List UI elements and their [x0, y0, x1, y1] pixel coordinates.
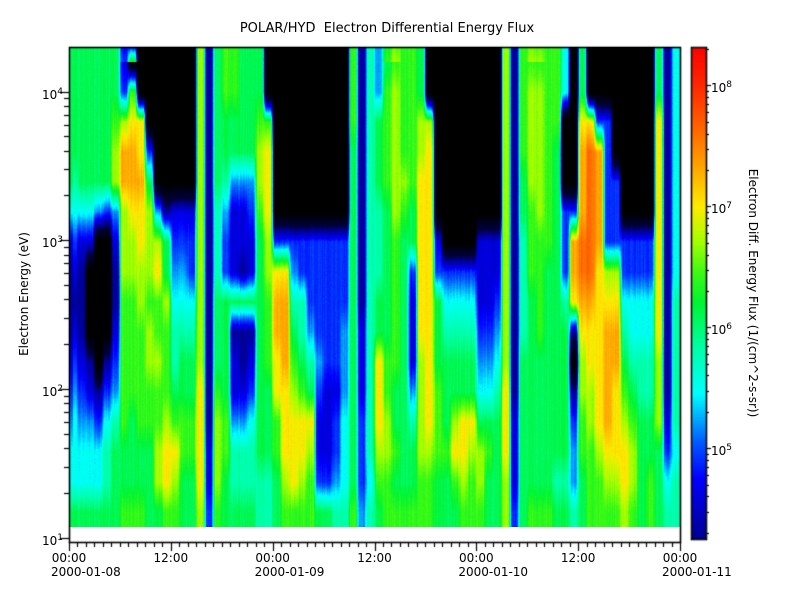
- x-tick-date-label: 2000-01-10: [458, 565, 529, 579]
- x-tick-date-label: 2000-01-11: [662, 565, 732, 579]
- x-tick-time-label: 12:00: [357, 551, 392, 565]
- colorbar-tick-label: 105: [711, 443, 733, 459]
- x-tick-time-label: 00:00: [51, 551, 87, 565]
- colorbar-tick-label: 108: [711, 80, 733, 96]
- x-tick-time-label: 12:00: [153, 551, 189, 565]
- x-tick-time-label: 00:00: [459, 551, 494, 565]
- x-tick-time-label: 00:00: [255, 551, 290, 565]
- y-tick-label: 104: [41, 86, 63, 102]
- colorbar-tick-label: 106: [711, 322, 733, 338]
- y-tick-label: 103: [41, 235, 63, 251]
- x-tick-time-label: 00:00: [662, 551, 698, 565]
- x-tick-time-label: 12:00: [560, 551, 596, 565]
- x-tick-date-label: 2000-01-08: [51, 565, 121, 579]
- y-tick-label: 101: [41, 532, 63, 548]
- x-tick-date-label: 2000-01-09: [254, 565, 325, 579]
- y-tick-label: 102: [41, 383, 63, 399]
- colorbar-label: Electron Diff. Energy Flux (1/(cm^2-s-sr…: [746, 168, 760, 418]
- colorbar-tick-label: 107: [711, 201, 733, 217]
